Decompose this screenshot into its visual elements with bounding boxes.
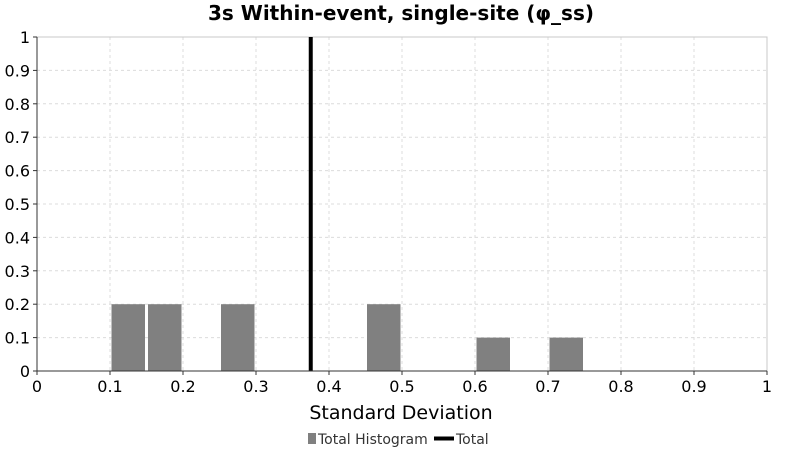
y-tick-labels: 0 0.1 0.2 0.3 0.4 0.5 0.6 0.7 0.8 0.9 1	[5, 28, 30, 381]
x-tick-label: 1	[762, 377, 772, 396]
legend: Total Histogram Total	[308, 432, 489, 448]
y-tick-label: 0.2	[5, 295, 30, 314]
legend-label-total: Total	[455, 432, 489, 448]
axes	[33, 36, 768, 375]
x-tick-label: 0.2	[170, 377, 195, 396]
y-tick-label: 0.1	[5, 329, 30, 348]
x-tick-label: 0.7	[535, 377, 560, 396]
y-tick-label: 0.6	[5, 162, 30, 181]
x-tick-label: 0.6	[462, 377, 487, 396]
histogram-bar	[148, 304, 182, 371]
histogram-bar	[221, 304, 255, 371]
y-tick-label: 0.3	[5, 262, 30, 281]
y-tick-label: 0	[20, 362, 30, 381]
histogram-bar	[476, 337, 510, 371]
grid-lines	[37, 37, 767, 371]
y-tick-label: 1	[20, 28, 30, 47]
histogram-bar	[111, 304, 145, 371]
histogram-bars	[111, 304, 583, 371]
x-tick-label: 0.1	[97, 377, 122, 396]
histogram-bar	[549, 337, 583, 371]
y-tick-label: 0.5	[5, 195, 30, 214]
legend-label-total-histogram: Total Histogram	[317, 432, 428, 448]
x-tick-label: 0	[32, 377, 42, 396]
x-tick-labels: 0 0.1 0.2 0.3 0.4 0.5 0.6 0.7 0.8 0.9 1	[32, 377, 772, 396]
chart-title: 3s Within-event, single-site (φ_ss)	[208, 1, 594, 25]
y-tick-label: 0.4	[5, 228, 30, 247]
y-tick-label: 0.9	[5, 61, 30, 80]
y-tick-label: 0.7	[5, 128, 30, 147]
histogram-bar	[367, 304, 401, 371]
x-tick-label: 0.3	[243, 377, 268, 396]
y-tick-label: 0.8	[5, 95, 30, 114]
x-tick-label: 0.4	[316, 377, 341, 396]
x-tick-label: 0.5	[389, 377, 414, 396]
x-tick-label: 0.8	[608, 377, 633, 396]
legend-swatch-total-histogram	[308, 433, 316, 444]
x-axis-label: Standard Deviation	[309, 402, 492, 424]
x-tick-label: 0.9	[681, 377, 706, 396]
